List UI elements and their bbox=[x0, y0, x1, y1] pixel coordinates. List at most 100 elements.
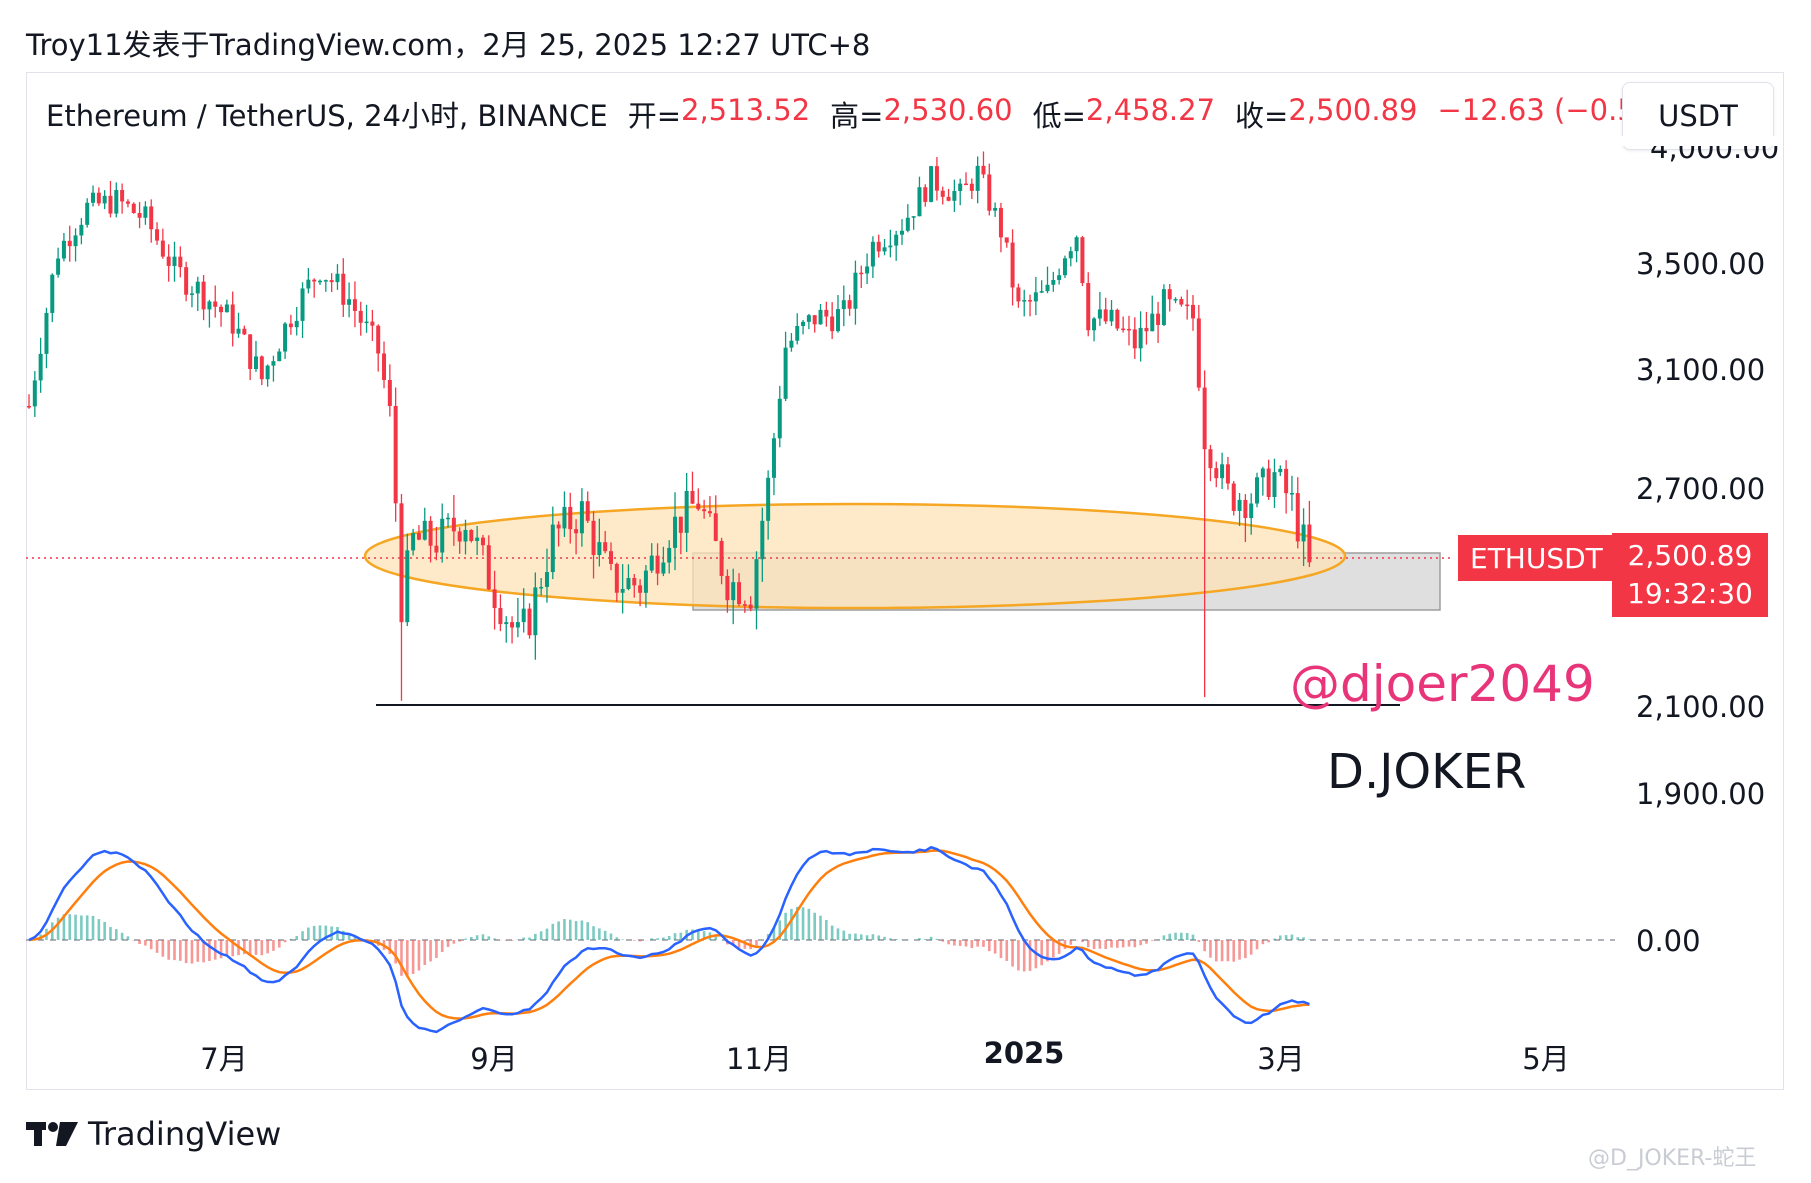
candle-body bbox=[748, 604, 753, 609]
macd-histogram-bar bbox=[167, 940, 170, 960]
macd-histogram-bar bbox=[144, 940, 147, 946]
macd-histogram-bar bbox=[307, 927, 310, 940]
candle-body bbox=[335, 273, 340, 283]
candle-body bbox=[521, 608, 526, 623]
macd-histogram-bar bbox=[1145, 940, 1148, 944]
candle-body bbox=[1208, 449, 1213, 469]
candle-body bbox=[969, 183, 974, 191]
macd-histogram-bar bbox=[115, 929, 118, 940]
candle-body bbox=[364, 321, 369, 324]
symbol-price-label: ETHUSDT bbox=[1458, 535, 1615, 581]
macd-histogram-bar bbox=[336, 927, 339, 940]
candle-body bbox=[1144, 327, 1149, 332]
legend-symbol[interactable]: Ethereum / TetherUS, 24小时, BINANCE bbox=[46, 99, 608, 133]
x-tick-sep: 9月 bbox=[470, 1042, 518, 1076]
macd-histogram-bar bbox=[691, 929, 694, 940]
macd-histogram-bar bbox=[702, 931, 706, 940]
macd-histogram-bar bbox=[988, 940, 991, 952]
candle-body bbox=[376, 325, 381, 354]
candle-body bbox=[713, 513, 718, 541]
macd-histogram-bar bbox=[458, 940, 461, 942]
candle-body bbox=[870, 241, 875, 267]
candle-body bbox=[1202, 387, 1207, 450]
macd-histogram-bar bbox=[179, 940, 182, 961]
macd-histogram-bar bbox=[120, 932, 124, 940]
chart-frame[interactable] bbox=[26, 72, 1784, 1090]
candle-body bbox=[655, 555, 660, 574]
candle-body bbox=[1156, 313, 1161, 325]
macd-histogram-bar bbox=[947, 940, 950, 945]
candle-body bbox=[684, 490, 689, 533]
macd-histogram-bar bbox=[854, 933, 857, 940]
candle-body bbox=[1307, 524, 1312, 563]
candle-body bbox=[195, 281, 200, 294]
candle-body bbox=[207, 301, 212, 310]
macd-histogram-bar bbox=[865, 935, 869, 940]
bar-countdown: 19:32:30 bbox=[1627, 577, 1753, 610]
macd-histogram-bar bbox=[417, 940, 421, 971]
macd-histogram-bar bbox=[586, 922, 590, 940]
macd-histogram-bar bbox=[929, 936, 933, 940]
macd-histogram-bar bbox=[62, 914, 66, 940]
candle-body bbox=[731, 582, 736, 601]
candle-body bbox=[766, 477, 771, 521]
macd-histogram-bar bbox=[1279, 935, 1282, 940]
y-tick-1900: 1,900.00 bbox=[1636, 777, 1766, 811]
candle-body bbox=[1086, 283, 1091, 331]
candle-body bbox=[1301, 524, 1306, 542]
candle-body bbox=[434, 545, 439, 553]
macd-histogram-bar bbox=[91, 915, 95, 940]
macd-histogram-bar bbox=[80, 915, 83, 940]
macd-histogram-bar bbox=[999, 940, 1003, 959]
candle-body bbox=[1051, 279, 1056, 285]
candle-body bbox=[847, 300, 852, 309]
macd-histogram-bar bbox=[341, 930, 345, 940]
macd-histogram-bar bbox=[714, 935, 718, 940]
candle-body bbox=[771, 438, 776, 478]
candle-body bbox=[1039, 291, 1044, 293]
candle-body bbox=[981, 165, 986, 175]
tradingview-logo[interactable]: TradingView bbox=[26, 1115, 281, 1153]
candle-body bbox=[1179, 299, 1184, 305]
macd-histogram-bar bbox=[679, 932, 683, 940]
macd-histogram-bar bbox=[737, 940, 741, 948]
candle-body bbox=[1138, 327, 1143, 349]
macd-histogram-bar bbox=[423, 940, 427, 966]
macd-histogram-bar bbox=[161, 940, 165, 957]
macd-histogram-bar bbox=[778, 920, 782, 940]
macd-histogram-bar bbox=[662, 937, 665, 940]
macd-histogram-bar bbox=[190, 940, 194, 964]
candle-body bbox=[347, 299, 352, 305]
macd-histogram-bar bbox=[1302, 937, 1305, 940]
candle-body bbox=[737, 582, 742, 605]
candle-body bbox=[719, 540, 724, 576]
candle-body bbox=[801, 321, 806, 327]
candle-body bbox=[1004, 237, 1009, 243]
candle-body bbox=[27, 406, 31, 408]
range-ellipse[interactable] bbox=[363, 502, 1347, 610]
candle-body bbox=[492, 589, 497, 608]
candle-body bbox=[1080, 237, 1085, 284]
candle-body bbox=[643, 570, 648, 593]
macd-histogram-bar bbox=[836, 928, 840, 940]
candle-body bbox=[696, 503, 701, 510]
candle-body bbox=[172, 256, 177, 266]
candle-body bbox=[1185, 304, 1190, 307]
macd-histogram-bar bbox=[1046, 940, 1049, 962]
candle-body bbox=[352, 299, 357, 311]
macd-histogram-bar bbox=[958, 940, 962, 946]
macd-histogram-bar bbox=[277, 940, 281, 948]
candle-body bbox=[806, 315, 811, 322]
macd-histogram-bar bbox=[68, 914, 72, 940]
macd-histogram bbox=[33, 906, 1311, 977]
candle-body bbox=[993, 207, 998, 211]
candle-body bbox=[504, 622, 509, 625]
candle-body bbox=[707, 511, 712, 514]
candle-body bbox=[998, 207, 1003, 238]
macd-histogram-bar bbox=[1139, 940, 1142, 946]
low-value: 2,458.27 bbox=[1085, 93, 1216, 127]
candle-body bbox=[236, 328, 241, 334]
candle-body bbox=[38, 353, 43, 381]
macd-histogram-bar bbox=[1040, 940, 1043, 966]
